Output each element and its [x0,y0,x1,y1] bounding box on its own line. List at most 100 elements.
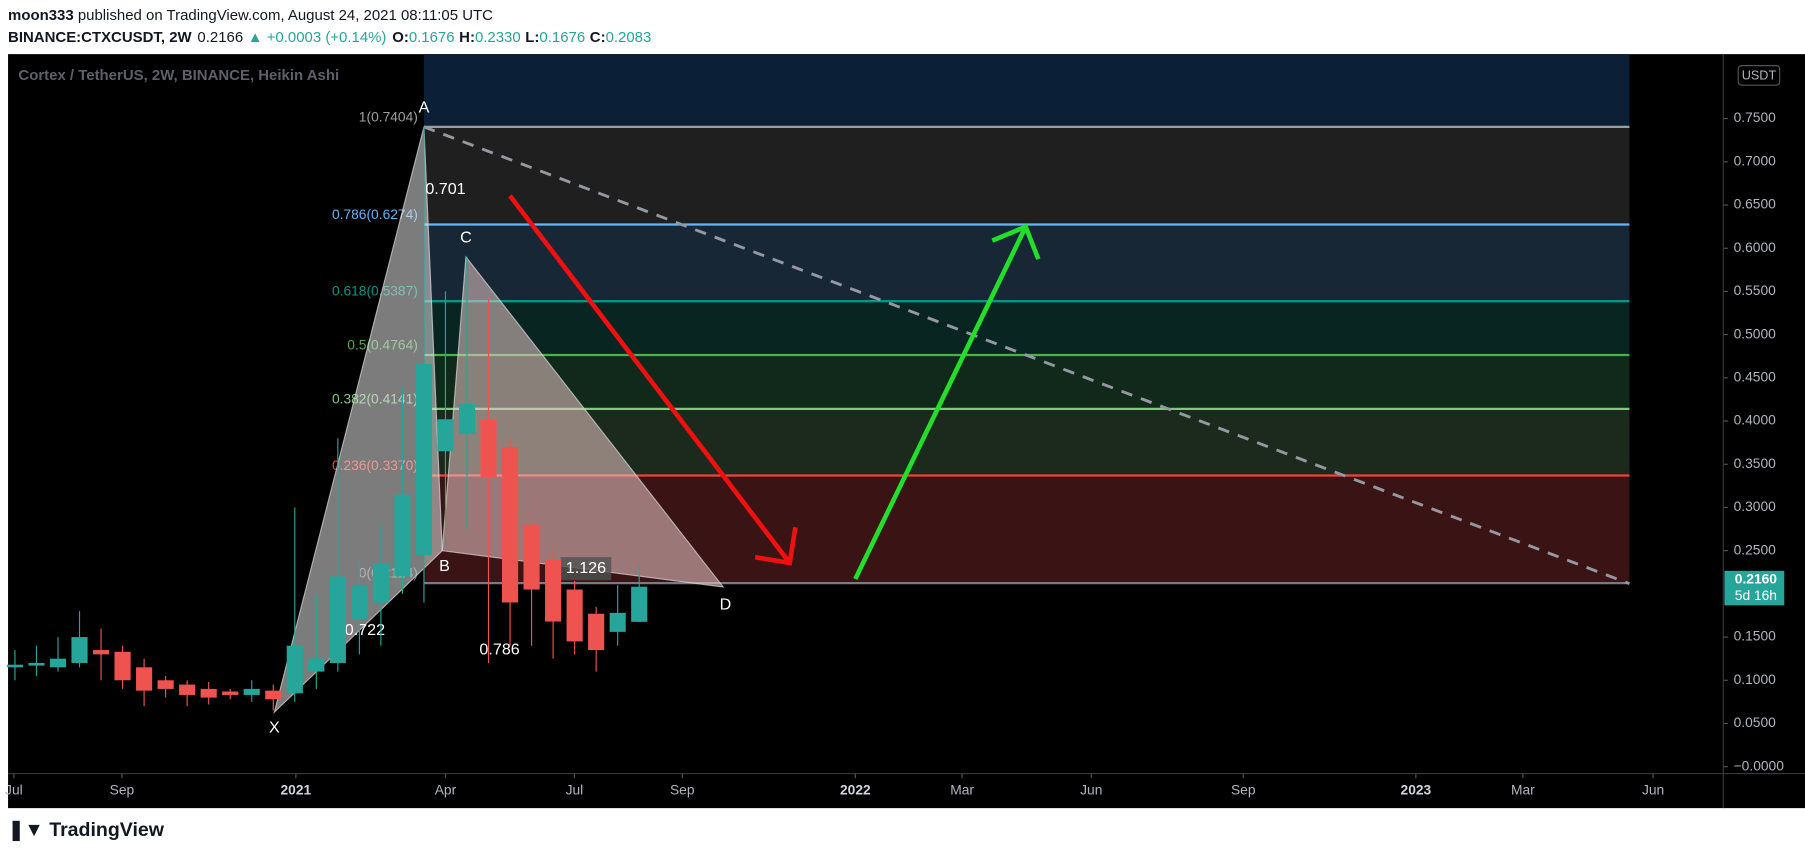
y-tick-label: 0.6000 [1734,239,1777,255]
x-tick-label: Jul [5,782,23,798]
pattern-point-label: A [419,99,430,117]
y-tick-label: 0.4500 [1734,368,1777,384]
y-tick-label: 0.3500 [1734,455,1777,471]
x-tick-label: 2023 [1401,782,1432,798]
price-tag-countdown: 5d 16h [1735,587,1777,603]
candle-body [545,559,562,622]
ohlc-value: 0.2330 [475,29,521,46]
y-tick-label: 0.7000 [1734,152,1777,168]
y-tick-label: 0.2500 [1734,541,1777,557]
ratio-label: 0.722 [345,621,385,639]
pattern-point-label: C [460,229,472,247]
fib-zone [423,355,1630,409]
candle-body [609,612,626,632]
published: published on TradingView.com, August 24,… [74,7,493,24]
x-tick-label: Jul [566,782,584,798]
x-tick-label: 2021 [281,782,312,798]
fib-label: 1(0.7404) [359,108,418,124]
ohlc-key: C: [590,29,606,46]
ohlc-value: 0.2083 [606,29,652,46]
x-tick-label: Jun [1642,782,1664,798]
ratio-label: 1.126 [566,559,606,577]
x-tick-label: Mar [950,782,974,798]
change: ▲ +0.0003 (+0.14%) [248,29,387,46]
candle-body [49,658,67,668]
candle-body [501,446,519,603]
arrow-up [853,223,1041,581]
x-tick-label: Sep [1231,782,1256,798]
fib-zone [423,54,1630,127]
candle-body [480,419,497,478]
unit-box [1737,65,1781,86]
fib-zone [423,301,1630,356]
ohlc-key: L: [525,29,539,46]
price-tag [1724,570,1785,606]
candle-body [200,688,217,698]
pattern-point-label: X [269,719,280,737]
last-price: 0.2166 [197,29,243,46]
y-tick-label: 0.1000 [1734,671,1777,687]
candle-body [588,613,605,651]
ratio-label: 0.786 [479,641,519,659]
x-tick-label: 2022 [840,782,871,798]
publish-line: moon333 published on TradingView.com, Au… [8,7,493,24]
candle-body [71,637,88,663]
candle-body [222,691,239,695]
ohlc: O:0.1676 H:0.2330 L:0.1676 C:0.2083 [392,29,651,46]
candle-body [394,494,411,577]
ohlc-value: 0.1676 [409,29,455,46]
quote-line: BINANCE:CTXCUSDT, 2W 0.2166 ▲ +0.0003 (+0.… [8,29,651,46]
brand-name: TradingView [49,819,165,841]
candle-body [523,524,540,590]
candle-body [6,664,24,668]
pattern-point-label: D [720,596,732,614]
pattern-point-label: B [439,557,450,575]
ohlc-value: 0.1676 [539,29,585,46]
x-tick-label: Sep [110,782,135,798]
y-unit: USDT [1742,68,1777,82]
candle-body [415,363,433,555]
chart-title: Cortex / TetherUS, 2W, BINANCE, Heikin A… [18,67,339,84]
candle-body [329,576,346,663]
candle-body [114,651,131,681]
x-tick-label: Mar [1511,782,1535,798]
fib-label: 0.786(0.6274) [332,206,418,222]
y-tick-label: 0.1500 [1734,628,1777,644]
candle-body [566,589,583,642]
candle-body [631,586,648,622]
y-tick-label: 0.7500 [1734,109,1777,125]
plot: 1(0.7404)0.786(0.6274)0.618(0.5387)0.5(0… [5,54,1785,798]
y-tick-label: 0.4000 [1734,412,1777,428]
candle-body [286,645,303,694]
fib-zone [423,126,1630,225]
x-tick-label: Apr [435,782,457,798]
author: moon333 [8,7,74,24]
candle-body [92,650,110,655]
ratio-box [560,557,612,581]
candle-body [179,684,196,695]
symbol: BINANCE:CTXCUSDT, 2W [8,29,192,46]
candle-body [136,667,153,691]
arrow-down [508,194,798,566]
candle-body [265,690,282,700]
y-tick-label: 0.6500 [1734,196,1777,212]
candle-body [28,662,45,666]
candle-body [372,563,389,603]
y-tick-label: 0.5500 [1734,282,1777,298]
ohlc-key: O: [392,29,409,46]
logo: ❚▼ [8,819,49,842]
y-tick-label: 0.0500 [1734,714,1777,730]
x-tick-label: Sep [670,782,695,798]
trendline [423,125,1630,586]
x-tick-label: Jun [1080,782,1102,798]
candle-body [458,403,476,434]
y-tick-label: −0.0000 [1734,757,1785,773]
candle-body [308,658,325,672]
fib-zone [423,224,1630,302]
price-tag-label: 0.2160 [1735,571,1778,587]
ratio-label: 0.701 [425,180,465,198]
candle-body [157,680,174,689]
y-tick-label: 0.3000 [1734,498,1777,514]
